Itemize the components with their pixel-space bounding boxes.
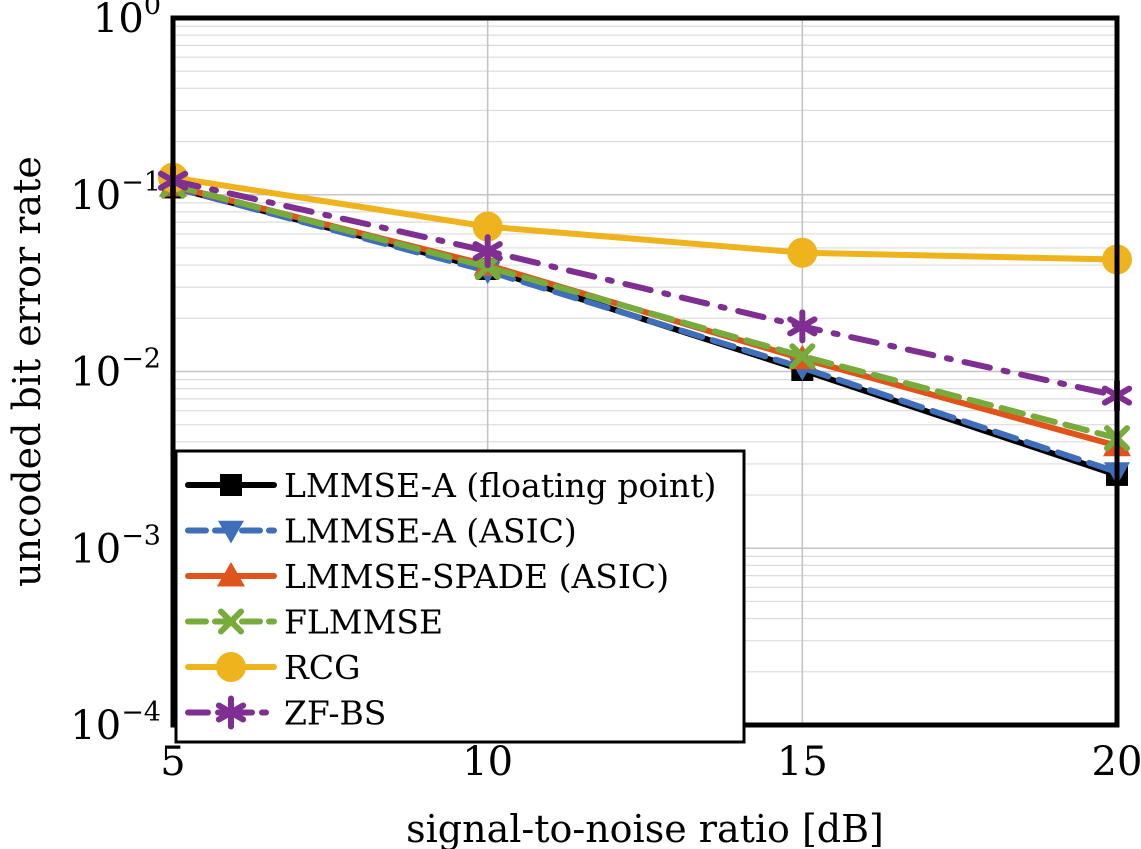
asterisk-marker-stroke: [787, 316, 818, 337]
triangle-up-marker: [217, 562, 245, 587]
x-axis-title: signal-to-noise ratio [dB]: [406, 807, 884, 849]
x-marker-stroke: [789, 343, 816, 370]
y-tick-exponent: 0: [144, 0, 161, 21]
legend-label: LMMSE-A (floating point): [284, 466, 716, 505]
triangle-down-marker: [218, 520, 244, 544]
x-tick-labels: 5 10 15 20: [160, 739, 1141, 785]
x-tick-label: 5: [160, 739, 185, 785]
x-tick-label: 20: [1092, 739, 1141, 785]
series-line: [170, 184, 1120, 476]
data-point: [789, 343, 816, 370]
y-tick-label: 100: [93, 0, 161, 42]
y-tick-exponent: −2: [121, 344, 161, 375]
series-line: [170, 182, 1120, 442]
asterisk-marker-stroke: [472, 241, 503, 262]
series-group: [159, 172, 1131, 457]
x-marker-stroke: [218, 608, 244, 635]
series-line: [170, 177, 1120, 399]
legend-label: FLMMSE: [284, 603, 443, 642]
square-marker: [220, 474, 242, 496]
y-tick-exponent: −4: [121, 697, 161, 728]
y-tick-base: 10: [70, 526, 121, 572]
legend-entry: RCG: [185, 648, 360, 687]
x-tick-label: 10: [462, 739, 513, 785]
circle-marker: [216, 652, 246, 682]
y-tick-base: 10: [70, 173, 121, 219]
legend-entry: LMMSE-A (floating point): [185, 466, 716, 505]
y-tick-exponent: −3: [121, 520, 161, 551]
series-group: [158, 162, 1132, 275]
series-group: [160, 177, 1130, 486]
data-point: [472, 234, 503, 269]
y-tick-label: 10−1: [70, 167, 161, 219]
legend-entry: LMMSE-A (ASIC): [185, 512, 577, 551]
series-line: [170, 184, 1120, 478]
data-point: [787, 309, 818, 344]
y-tick-base: 10: [70, 703, 121, 749]
x-tick-label: 15: [777, 739, 828, 785]
legend-label: RCG: [284, 648, 360, 687]
y-tick-label: 10−3: [70, 520, 161, 572]
legend-label: LMMSE-SPADE (ASIC): [284, 557, 669, 596]
series-line: [170, 174, 1120, 263]
y-tick-base: 10: [93, 0, 144, 42]
y-tick-label: 10−4: [70, 697, 161, 749]
circle-marker: [787, 237, 818, 268]
y-tick-base: 10: [70, 350, 121, 396]
legend-entry: FLMMSE: [185, 603, 443, 642]
data-point: [787, 237, 818, 268]
data-point: [472, 211, 503, 242]
asterisk-marker-stroke: [215, 702, 247, 723]
legend-label: ZF-BS: [284, 694, 386, 733]
y-tick-label: 10−2: [70, 344, 161, 396]
y-axis-title: uncoded bit error rate: [5, 156, 49, 587]
legend-box: [174, 449, 746, 744]
legend-entry: LMMSE-SPADE (ASIC): [185, 557, 669, 596]
circle-marker: [472, 211, 503, 242]
y-tick-exponent: −1: [121, 167, 161, 198]
legend-entry: ZF-BS: [185, 694, 386, 733]
series-layer: [157, 162, 1133, 486]
legend-label: LMMSE-A (ASIC): [284, 512, 577, 551]
legend: LMMSE-A (floating point) LMMSE-A (ASIC) LM…: [174, 449, 746, 744]
